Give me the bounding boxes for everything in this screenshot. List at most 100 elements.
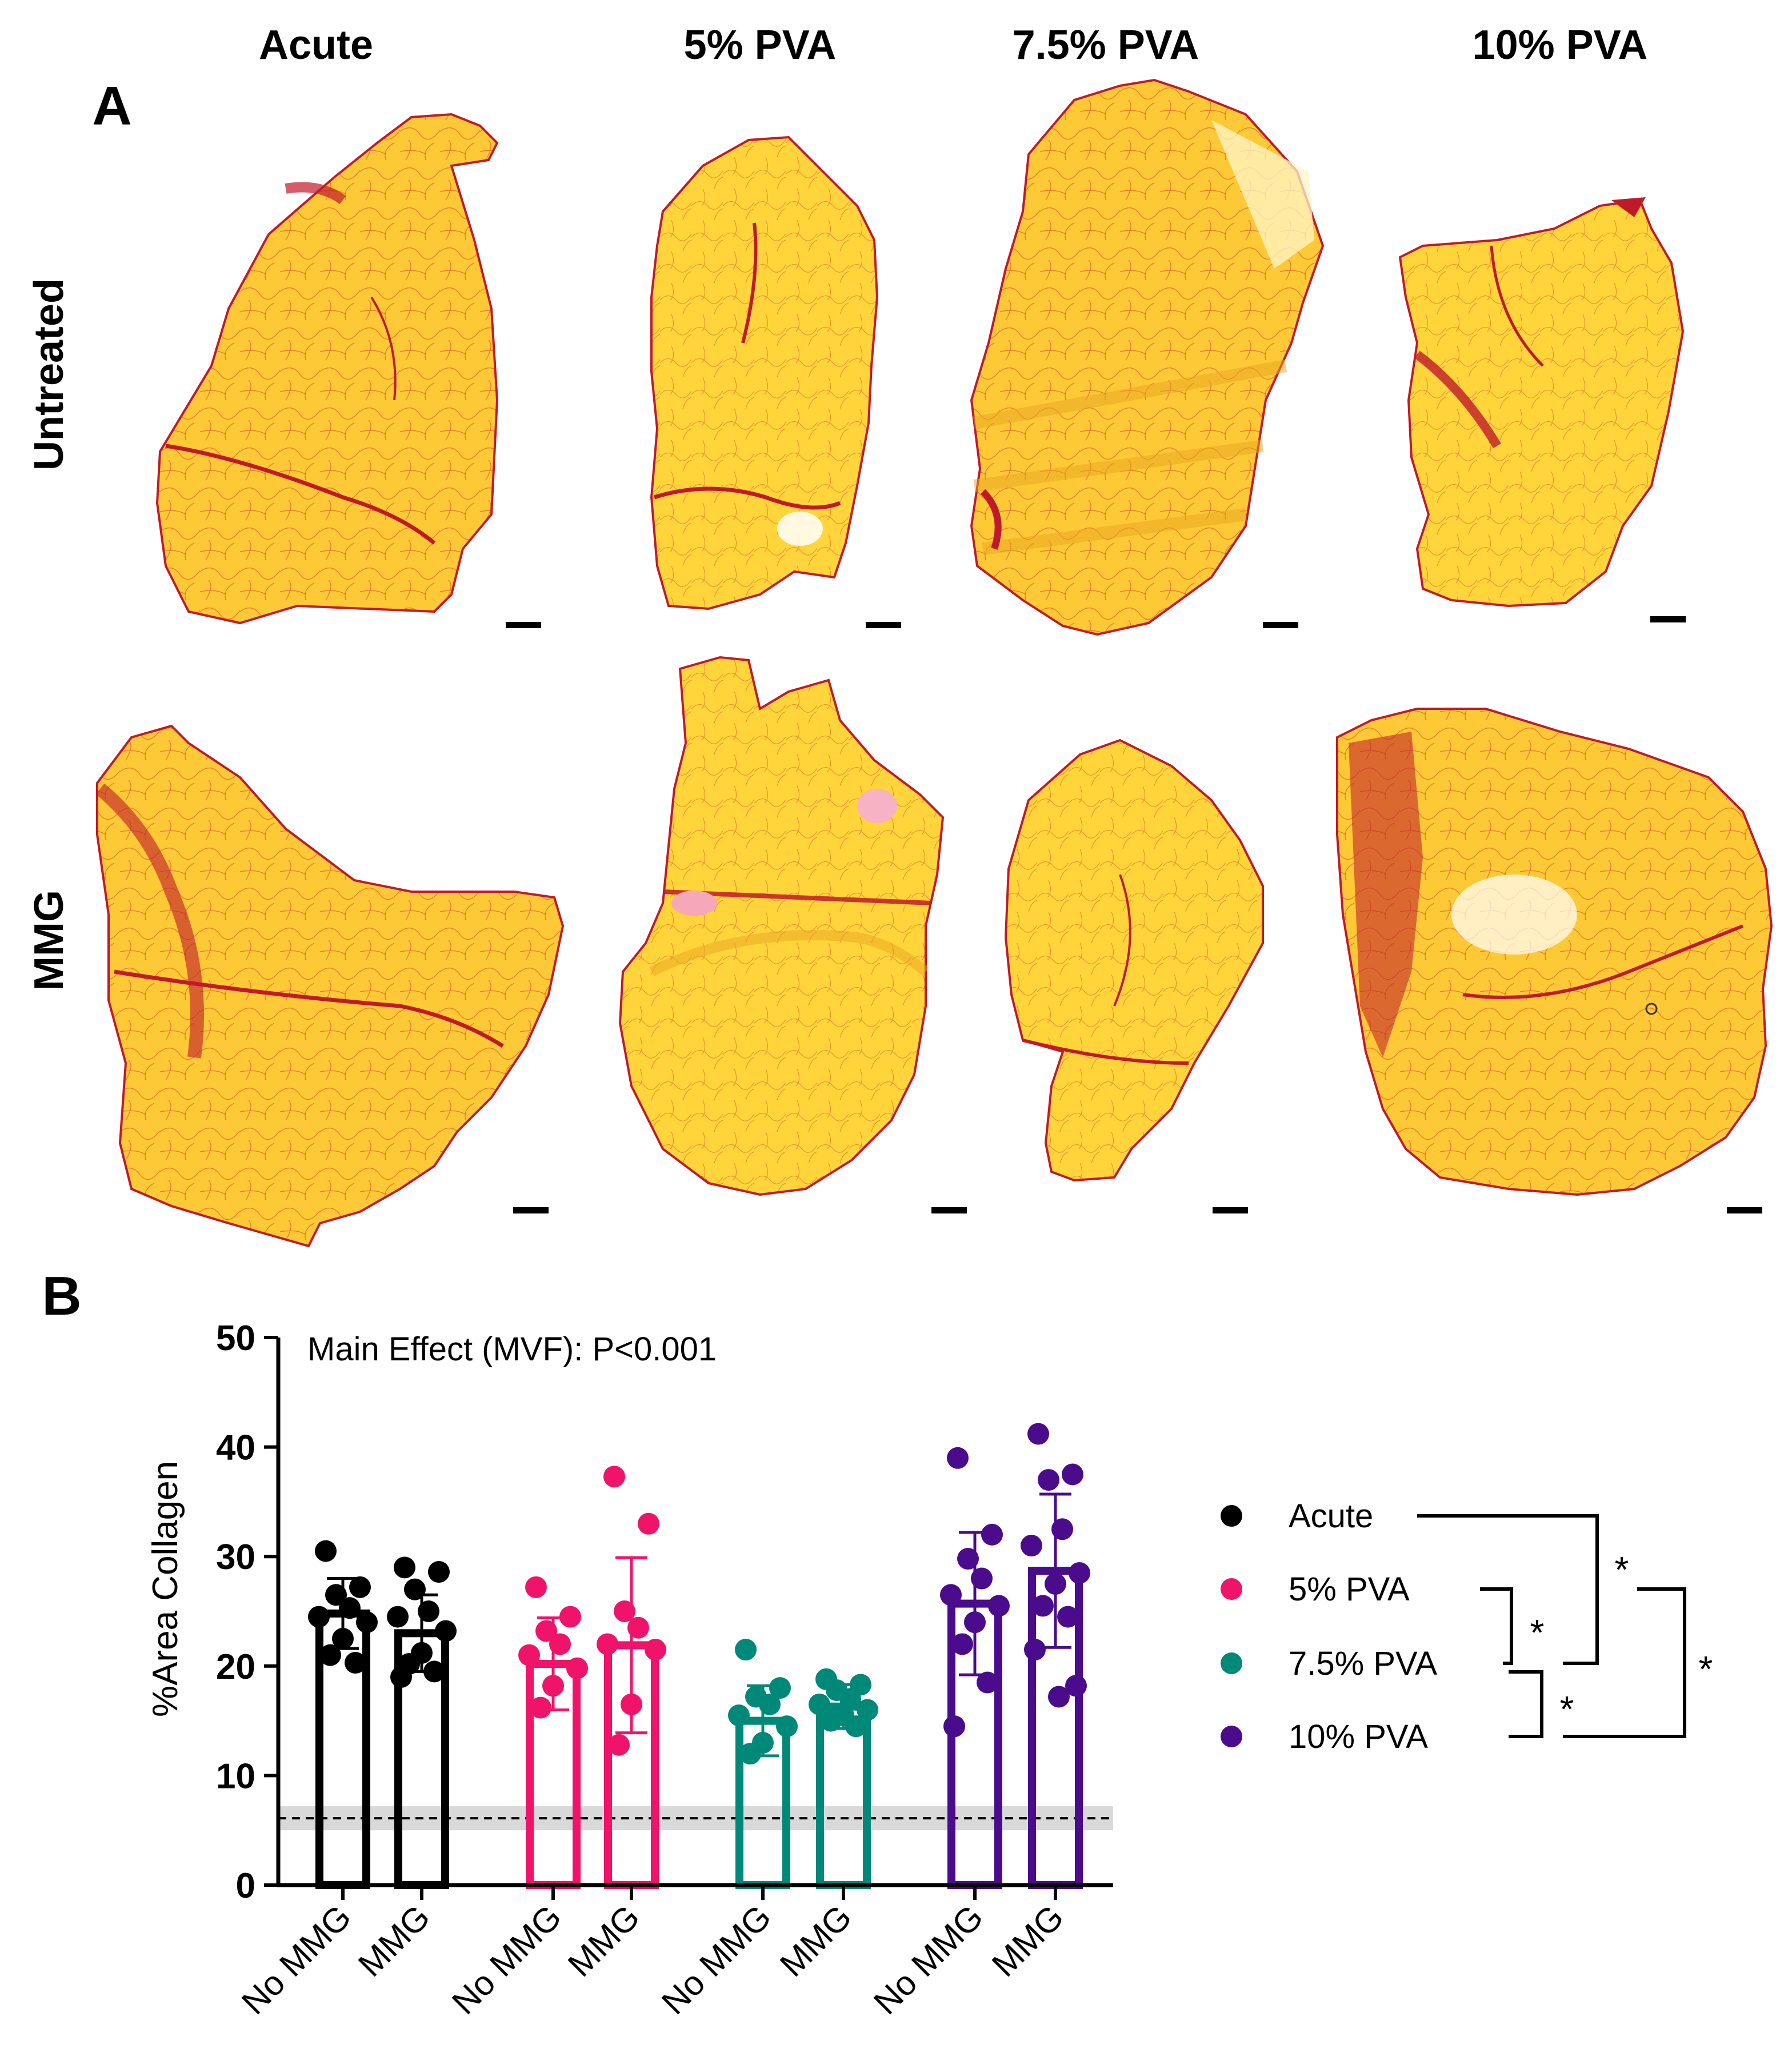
data-point — [319, 1644, 341, 1666]
legend-label-7-5pva: 7.5% PVA — [1289, 1645, 1437, 1682]
data-point — [349, 1576, 371, 1598]
scale-bar — [1727, 1207, 1762, 1213]
bracket-5pva-vs-7-5pva — [1480, 1587, 1513, 1665]
legend-marker-5pva — [1221, 1578, 1242, 1600]
data-point — [614, 1600, 635, 1622]
legend-marker-7-5pva — [1221, 1652, 1242, 1674]
x-tick-label: MMG — [561, 1898, 647, 1984]
axes: 0 10 20 30 40 50 — [216, 1319, 1113, 1906]
significance-star-5pva-10pva: * — [1699, 1648, 1713, 1690]
legend-label-10pva: 10% PVA — [1289, 1718, 1428, 1755]
data-point — [1045, 1573, 1066, 1595]
tissue-image-7-5pva-mmg — [1004, 738, 1264, 1213]
significance-star-acute-7-5pva: * — [1615, 1549, 1629, 1590]
bracket-5pva-vs-10pva — [1563, 1587, 1686, 1738]
x-tick-label: MMG — [985, 1898, 1071, 1984]
legend-label-5pva: 5% PVA — [1289, 1571, 1410, 1608]
scale-bar — [866, 622, 901, 628]
points-layer — [308, 1423, 1090, 1765]
reference-line-layer — [278, 1806, 1113, 1831]
panel-b: B Main Effect (MVF): P<0.001 %Area Colla… — [42, 1265, 1713, 2022]
data-point — [1024, 1639, 1046, 1661]
row-label-mmg: MMG — [26, 890, 72, 991]
data-point — [394, 1556, 415, 1579]
data-point — [947, 1447, 969, 1469]
panel-a: A Acute 5% PVA 7.5% PVA 10% PVA Untreate… — [26, 22, 1773, 1248]
data-point — [1069, 1562, 1090, 1584]
x-tick-label: MMG — [351, 1898, 437, 1984]
data-point — [325, 1584, 347, 1606]
data-point — [820, 1710, 842, 1732]
y-tick-label: 0 — [236, 1866, 255, 1906]
panel-b-label: B — [42, 1265, 81, 1327]
data-point — [940, 1584, 962, 1606]
y-tick-label: 50 — [216, 1319, 255, 1358]
scale-bar — [1650, 616, 1686, 622]
data-point — [1065, 1675, 1087, 1697]
y-tick-label: 40 — [216, 1428, 255, 1468]
data-point — [759, 1693, 781, 1715]
scale-bar — [1213, 1207, 1248, 1213]
data-point — [608, 1734, 630, 1756]
x-tick-label: No MMG — [445, 1898, 569, 2022]
bracket-7-5pva-vs-10pva — [1509, 1670, 1543, 1738]
main-effect-annotation: Main Effect (MVF): P<0.001 — [307, 1331, 717, 1368]
x-tick-label: No MMG — [866, 1898, 990, 2022]
significance-star-5pva-7-5pva: * — [1530, 1612, 1545, 1653]
data-point — [638, 1512, 659, 1535]
data-point — [943, 1715, 965, 1738]
significance-brackets — [1417, 1514, 1686, 1738]
y-tick-label: 30 — [216, 1538, 255, 1577]
legend: Acute 5% PVA 7.5% PVA 10% PVA — [1221, 1498, 1437, 1755]
y-tick-label: 20 — [216, 1647, 255, 1687]
x-tick-label: No MMG — [654, 1898, 778, 2022]
data-point — [356, 1611, 378, 1634]
data-point — [981, 1523, 1003, 1546]
data-point — [1057, 1606, 1079, 1628]
data-point — [597, 1633, 618, 1655]
data-point — [542, 1675, 564, 1697]
data-point — [951, 1633, 973, 1655]
data-point — [535, 1620, 557, 1642]
data-point — [857, 1699, 878, 1721]
data-point — [1021, 1535, 1042, 1557]
data-point — [809, 1693, 830, 1715]
data-point — [332, 1627, 354, 1650]
data-point — [530, 1696, 551, 1719]
scale-bar — [513, 1207, 549, 1213]
y-axis-label: %Area Collagen — [146, 1461, 185, 1717]
column-header-10pva: 10% PVA — [1473, 22, 1648, 68]
column-header-acute: Acute — [259, 22, 373, 68]
data-point — [739, 1743, 761, 1765]
data-point — [1062, 1463, 1083, 1486]
tissue-image-5pva-mmg — [618, 656, 967, 1213]
data-point — [735, 1639, 757, 1661]
data-point — [566, 1657, 588, 1679]
data-point — [957, 1548, 979, 1570]
data-point — [387, 1606, 409, 1628]
data-point — [1051, 1518, 1073, 1540]
data-point — [308, 1606, 330, 1628]
data-point — [839, 1688, 861, 1710]
data-point — [1027, 1423, 1049, 1445]
panel-a-label: A — [92, 75, 131, 137]
data-point — [845, 1715, 867, 1738]
data-point — [977, 1671, 998, 1694]
column-header-7-5pva: 7.5% PVA — [1013, 22, 1199, 68]
x-tick-label: MMG — [773, 1898, 859, 1984]
legend-marker-acute — [1221, 1505, 1242, 1527]
legend-marker-10pva — [1221, 1726, 1242, 1747]
data-point — [1048, 1686, 1070, 1708]
data-point — [776, 1715, 798, 1738]
data-point — [339, 1597, 361, 1619]
x-tick-label: No MMG — [234, 1898, 358, 2022]
tissue-image-7-5pva-untreated — [970, 78, 1325, 636]
data-point — [525, 1576, 547, 1598]
data-point — [769, 1677, 791, 1699]
data-point — [423, 1660, 445, 1683]
data-point — [988, 1595, 1010, 1617]
data-point — [428, 1561, 450, 1583]
data-point — [418, 1600, 439, 1622]
bracket-acute-vs-7-5pva — [1417, 1514, 1599, 1665]
